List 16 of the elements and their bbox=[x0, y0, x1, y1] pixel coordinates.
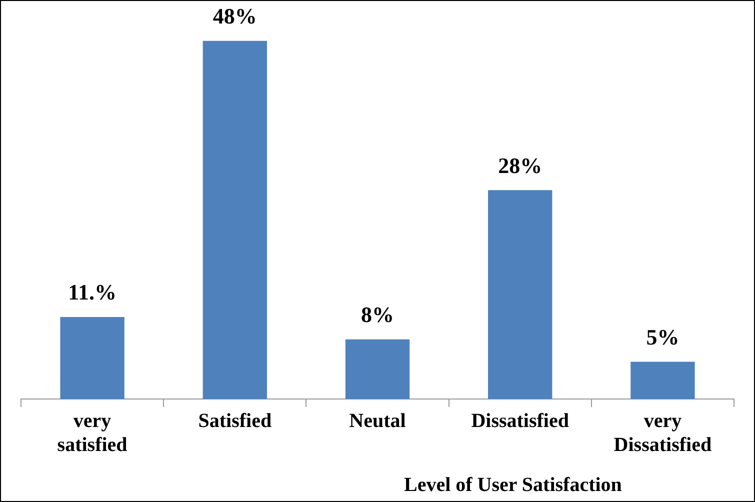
x-tick-label: very satisfied bbox=[57, 410, 128, 456]
data-label: 11.% bbox=[68, 280, 116, 305]
data-label: 48% bbox=[212, 4, 257, 29]
x-tick-label: Dissatisfied bbox=[471, 410, 569, 432]
bar bbox=[630, 362, 695, 399]
x-tick-label: Satisfied bbox=[198, 410, 272, 432]
bar bbox=[345, 339, 410, 399]
bar bbox=[202, 40, 267, 399]
x-tick-label: Neutal bbox=[349, 410, 406, 432]
data-label: 28% bbox=[498, 152, 542, 178]
x-tick-label: very Dissatisfied bbox=[614, 410, 712, 456]
x-axis-title: Level of User Satisfaction bbox=[404, 474, 622, 496]
data-label: 8% bbox=[361, 302, 394, 328]
data-label: 5% bbox=[646, 324, 680, 350]
bar bbox=[60, 316, 124, 399]
bar bbox=[488, 190, 552, 399]
